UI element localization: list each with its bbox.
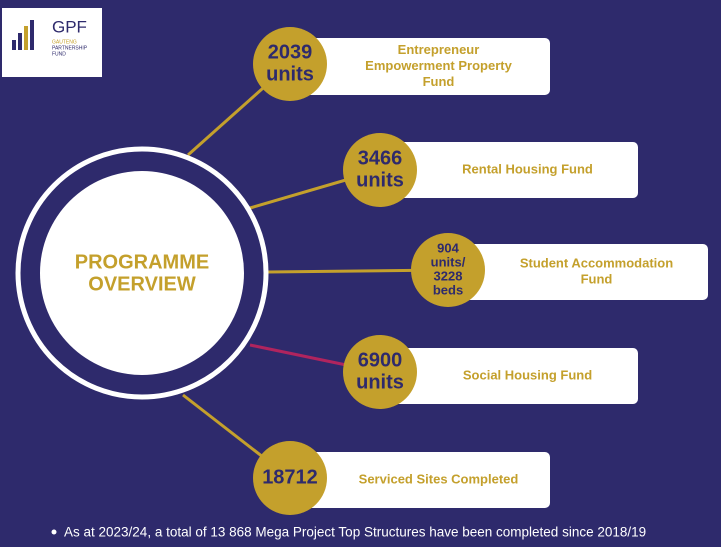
center-text: OVERVIEW [88, 273, 196, 295]
badge-text: units [266, 63, 314, 85]
badge-text: 3228 [434, 268, 463, 283]
badge [343, 335, 417, 409]
badge-text: 904 [437, 240, 459, 255]
badge-text: 3466 [358, 147, 403, 169]
badge-text: units [356, 169, 404, 191]
badge [253, 27, 327, 101]
logo-subtitle: GAUTENG [52, 39, 77, 45]
badge [411, 233, 485, 307]
item: 18712 Serviced Sites Completed [253, 441, 550, 515]
badge-text: beds [433, 282, 463, 297]
item-label: Student Accommodation [520, 255, 673, 270]
item-label: Serviced Sites Completed [359, 471, 519, 486]
center-circle [40, 171, 244, 375]
center-text: PROGRAMME [75, 251, 209, 273]
item-label: Entrepreneur [398, 42, 480, 57]
badge-text: units [356, 371, 404, 393]
item-box [290, 38, 550, 95]
item-label: Empowerment Property [365, 58, 512, 73]
logo-bar [30, 20, 34, 50]
item-box [380, 348, 638, 404]
center-ring [15, 146, 269, 400]
item-label: Rental Housing Fund [462, 161, 593, 176]
footnote: As at 2023/24, a total of 13 868 Mega Pr… [64, 525, 646, 540]
logo-bar [12, 40, 16, 50]
item-box [448, 244, 708, 300]
logo-subtitle: PARTNERSHIP [52, 45, 88, 51]
badge-text: 18712 [262, 466, 318, 488]
item-label: Fund [581, 271, 613, 286]
badge-text: units/ [431, 254, 466, 269]
item-box [380, 142, 638, 198]
bullet [51, 529, 57, 535]
logo: GPF GAUTENG PARTNERSHIP FUND [2, 8, 102, 77]
item-box [290, 452, 550, 508]
logo-bar [18, 33, 22, 50]
badge [343, 133, 417, 207]
badge-text: 2039 [268, 41, 313, 63]
logo-bar [24, 26, 28, 50]
item-label: Fund [423, 74, 455, 89]
badge [253, 441, 327, 515]
logo-subtitle: FUND [52, 51, 66, 57]
logo-title: GPF [52, 17, 87, 36]
item-label: Social Housing Fund [463, 367, 592, 382]
badge-text: 6900 [358, 349, 403, 371]
